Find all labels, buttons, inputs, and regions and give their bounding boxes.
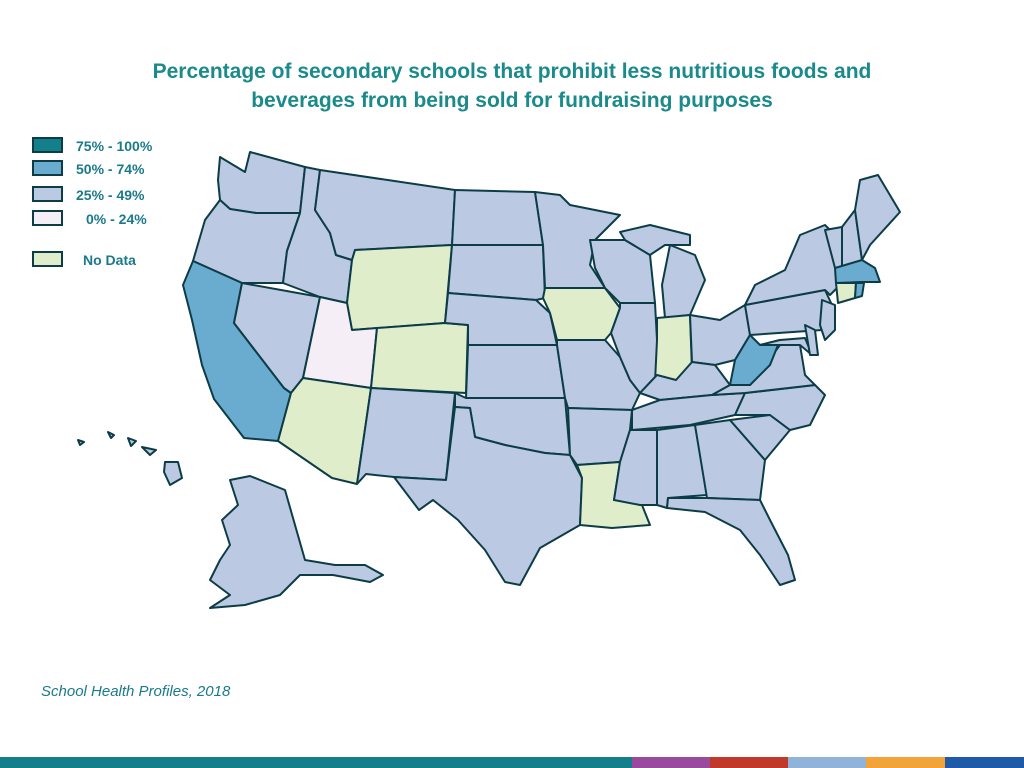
- legend-item-0-24: 0% - 24%: [32, 209, 232, 229]
- state-west-virginia: [729, 334, 781, 386]
- legend-item-25-49: 25% - 49%: [32, 185, 232, 205]
- legend-label-no-data: No Data: [83, 252, 136, 268]
- title-line-2: beverages from being sold for fundraisin…: [251, 89, 773, 112]
- state-connecticut: [835, 282, 857, 304]
- state-arizona: [277, 377, 372, 485]
- legend-label-50-74: 50% - 74%: [76, 161, 145, 177]
- state-maine: [854, 174, 901, 261]
- legend-swatch-0-24: [32, 210, 63, 226]
- legend-item-no-data: No Data: [32, 250, 232, 270]
- footer-segment-light-blue: [788, 757, 866, 768]
- state-hawaii: [163, 461, 183, 486]
- state-colorado: [370, 322, 469, 394]
- state-new-mexico: [356, 387, 456, 485]
- footer-color-bar: [0, 757, 1024, 768]
- legend-swatch-75-100: [32, 137, 63, 153]
- state-kansas: [465, 344, 566, 399]
- state-wyoming: [346, 244, 453, 331]
- legend-swatch-25-49: [32, 186, 63, 202]
- legend-item-75-100: 75% - 100%: [32, 136, 232, 156]
- map-title: Percentage of secondary schools that pro…: [60, 57, 964, 115]
- source-citation: School Health Profiles, 2018: [41, 683, 231, 700]
- state-texas: [393, 406, 583, 586]
- footer-segment-blue: [945, 757, 1024, 768]
- state-michigan-lower: [661, 244, 706, 319]
- title-line-1: Percentage of secondary schools that pro…: [152, 60, 872, 83]
- state-rhode-island: [854, 282, 865, 299]
- state-michigan-upper: [619, 224, 691, 256]
- state-washington: [217, 151, 306, 214]
- legend-label-25-49: 25% - 49%: [76, 187, 145, 203]
- state-alaska: [209, 475, 384, 609]
- state-florida: [666, 497, 796, 586]
- footer-segment-orange: [866, 757, 945, 768]
- state-south-dakota: [447, 244, 546, 301]
- state-delaware: [804, 324, 819, 356]
- state-hawaii-islands: [77, 431, 157, 456]
- state-iowa: [542, 287, 621, 341]
- state-new-jersey: [819, 299, 836, 341]
- legend-swatch-no-data: [32, 251, 63, 267]
- legend-item-50-74: 50% - 74%: [32, 159, 232, 179]
- footer-segment-teal: [0, 757, 632, 768]
- legend-label-75-100: 75% - 100%: [76, 138, 153, 154]
- legend-swatch-50-74: [32, 160, 63, 176]
- legend-label-0-24: 0% - 24%: [86, 211, 147, 227]
- footer-segment-purple: [632, 757, 710, 768]
- footer-segment-red: [710, 757, 788, 768]
- state-north-dakota: [451, 189, 544, 246]
